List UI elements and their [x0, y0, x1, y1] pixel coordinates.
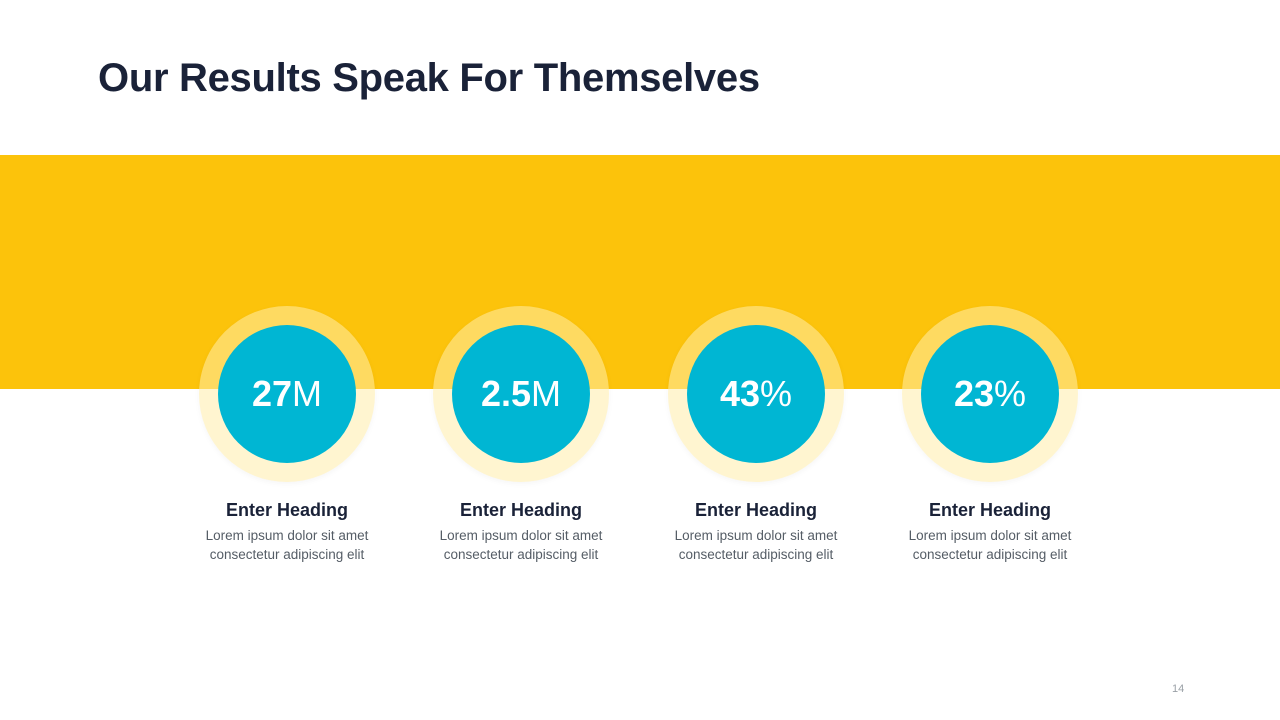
stat-description: Lorem ipsum dolor sit amet consectetur a…: [167, 526, 407, 564]
stat-heading: Enter Heading: [225, 500, 349, 520]
stat-heading: Enter Heading: [928, 500, 1052, 520]
stat-circle: 23%: [921, 325, 1059, 463]
stat-description-line-1: Lorem ipsum dolor sit amet: [439, 528, 603, 543]
stat-description-line-2: consectetur adipiscing elit: [443, 547, 599, 562]
stat-unit: %: [994, 373, 1027, 414]
stat-card-3: 43% Enter Heading Lorem ipsum dolor sit …: [636, 306, 876, 576]
stat-card-4: 23% Enter Heading Lorem ipsum dolor sit …: [870, 306, 1110, 576]
stat-card-1: 27 M Enter Heading Lorem ipsum dolor sit …: [167, 306, 407, 576]
stat-circle: 43%: [687, 325, 825, 463]
stat-value: 27: [251, 373, 293, 414]
stat-unit: %: [760, 373, 793, 414]
stat-circle: 2.5 M: [452, 325, 590, 463]
slide-title: Our Results Speak For Themselves: [98, 56, 760, 100]
stat-description-line-2: consectetur adipiscing elit: [678, 547, 834, 562]
stat-description-line-1: Lorem ipsum dolor sit amet: [205, 528, 369, 543]
stat-heading: Enter Heading: [459, 500, 583, 520]
stat-circle: 27 M: [218, 325, 356, 463]
stat-description-line-1: Lorem ipsum dolor sit amet: [674, 528, 838, 543]
stat-heading: Enter Heading: [694, 500, 818, 520]
stat-unit: M: [531, 373, 562, 414]
page-number: 14: [1172, 683, 1185, 695]
stat-description-line-1: Lorem ipsum dolor sit amet: [908, 528, 1072, 543]
stat-value: 43: [719, 373, 761, 414]
stat-value: 23: [953, 373, 995, 414]
stat-description: Lorem ipsum dolor sit amet consectetur a…: [636, 526, 876, 564]
stat-description-line-2: consectetur adipiscing elit: [209, 547, 365, 562]
stat-value: 2.5: [480, 373, 532, 414]
stat-description-line-2: consectetur adipiscing elit: [912, 547, 1068, 562]
stat-card-2: 2.5 M Enter Heading Lorem ipsum dolor sit…: [401, 306, 641, 576]
stat-description: Lorem ipsum dolor sit amet consectetur a…: [870, 526, 1110, 564]
stat-unit: M: [292, 373, 323, 414]
stat-description: Lorem ipsum dolor sit amet consectetur a…: [401, 526, 641, 564]
